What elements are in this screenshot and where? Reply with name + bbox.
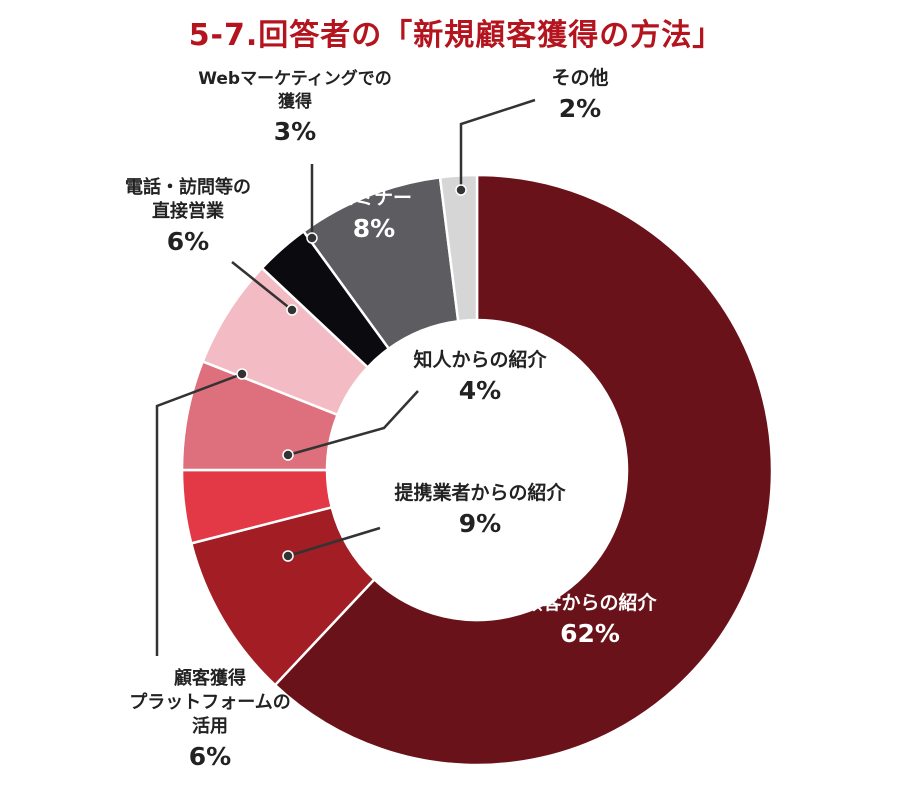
slice-7 xyxy=(438,173,479,323)
slice-label-6: セミナー xyxy=(336,187,412,209)
slice-0 xyxy=(273,173,774,767)
leader-dot-1 xyxy=(282,550,294,562)
slice-percent-4: 6% xyxy=(167,227,209,256)
slice-label-4: 電話・訪問等の直接営業 xyxy=(125,176,251,222)
leader-dot-7 xyxy=(455,184,467,196)
slice-percent-3: 6% xyxy=(189,742,231,771)
slice-label-2: 知人からの紹介 xyxy=(413,348,547,371)
slice-percent-0: 62% xyxy=(560,619,620,648)
slice-label-1: 提携業者からの紹介 xyxy=(394,481,566,504)
leader-line-1 xyxy=(287,526,381,558)
leader-dot-5 xyxy=(306,232,318,244)
leader-dot-4 xyxy=(286,304,298,316)
leader-dot-2 xyxy=(282,449,294,461)
slice-label-5: Webマーケティングでの獲得 xyxy=(198,68,391,112)
leader-line-2 xyxy=(287,390,419,457)
leader-line-3 xyxy=(155,372,243,656)
chart-title: 5-7.回答者の「新規顧客獲得の方法」 xyxy=(188,18,724,53)
slice-percent-6: 8% xyxy=(353,214,395,243)
slice-percent-1: 9% xyxy=(459,509,501,538)
slice-percent-5: 3% xyxy=(274,117,316,146)
slice-label-7: その他 xyxy=(551,66,608,89)
slice-label-3: 顧客獲得プラットフォームの活用 xyxy=(129,667,290,737)
slice-percent-7: 2% xyxy=(559,94,601,123)
leader-line-4 xyxy=(231,261,293,311)
slice-label-0: 顧客からの紹介 xyxy=(523,591,657,614)
leader-line-7 xyxy=(459,98,536,190)
slice-percent-2: 4% xyxy=(459,376,501,405)
leader-dot-3 xyxy=(236,368,248,380)
